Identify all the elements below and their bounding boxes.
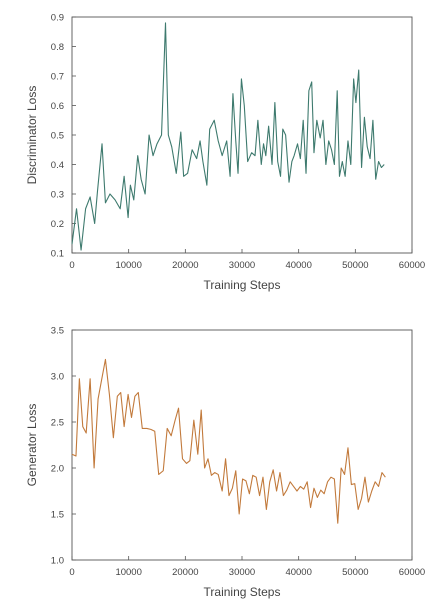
y-axis-label: Discriminator Loss — [25, 86, 39, 185]
x-tick-label: 0 — [69, 260, 74, 271]
x-tick-label: 40000 — [285, 567, 311, 578]
y-tick-label: 2.5 — [51, 418, 64, 429]
x-tick-label: 10000 — [115, 567, 141, 578]
y-tick-label: 0.8 — [51, 42, 64, 53]
y-tick-label: 0.6 — [51, 101, 64, 112]
series-line — [71, 22, 385, 251]
y-tick-label: 0.2 — [51, 219, 64, 230]
discriminator-loss-chart: 0 10000 20000 30000 40000 50000 60000 0.10.20.… — [25, 13, 425, 293]
x-tick-label: 30000 — [229, 260, 255, 271]
y-axis-label: Generator Loss — [25, 404, 39, 487]
y-tick-label: 0.3 — [51, 190, 64, 201]
y-tick-label: 0.4 — [51, 160, 64, 171]
x-tick-label: 50000 — [342, 260, 368, 271]
axis-ticks — [71, 329, 413, 561]
y-tick-labels: 0.1 0.2 0.3 0.4 0.5 0.6 0.7 0.8 0.9 — [51, 13, 64, 260]
axis-ticks — [71, 16, 413, 254]
y-tick-label: 3.5 — [51, 326, 64, 337]
y-tick-label: 1.5 — [51, 510, 64, 521]
y-tick-labels: 1.0 1.5 2.0 2.5 3.0 3.5 — [51, 326, 64, 567]
x-axis-label: Training Steps — [204, 278, 281, 292]
x-tick-label: 50000 — [342, 567, 368, 578]
x-tick-label: 60000 — [399, 567, 425, 578]
series-line — [71, 358, 386, 524]
y-tick-label: 0.9 — [51, 13, 64, 24]
x-tick-labels: 0 10000 20000 30000 40000 50000 60000 — [69, 567, 425, 578]
x-tick-label: 0 — [69, 567, 74, 578]
y-tick-label: 3.0 — [51, 372, 64, 383]
y-tick-label: 0.5 — [51, 131, 64, 142]
x-tick-label: 40000 — [285, 260, 311, 271]
generator-loss-chart: 0 10000 20000 30000 40000 50000 60000 1.0 1.5 2.… — [25, 326, 425, 600]
plot-frame — [71, 329, 413, 561]
y-tick-label: 0.7 — [51, 72, 64, 83]
x-tick-label: 10000 — [115, 260, 141, 271]
x-tick-label: 30000 — [229, 567, 255, 578]
y-tick-label: 2.0 — [51, 464, 64, 475]
x-tick-label: 20000 — [172, 260, 198, 271]
y-tick-label: 1.0 — [51, 556, 64, 567]
x-axis-label: Training Steps — [204, 585, 281, 599]
x-tick-label: 60000 — [399, 260, 425, 271]
y-tick-label: 0.1 — [51, 249, 64, 260]
x-tick-labels: 0 10000 20000 30000 40000 50000 60000 — [69, 260, 425, 271]
x-tick-label: 20000 — [172, 567, 198, 578]
